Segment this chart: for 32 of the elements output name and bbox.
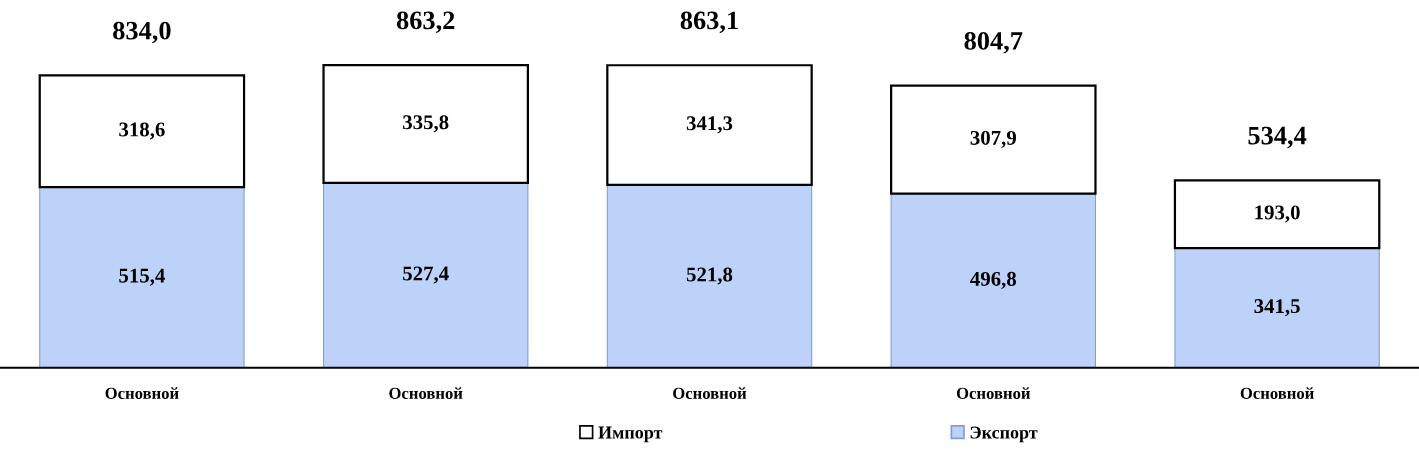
total-label: 834,0 [113,21,171,44]
bar [1173,179,1381,250]
total-label: 863,2 [396,11,455,34]
bar [322,64,529,185]
data-label: 335,8 [403,115,449,133]
data-label: 521,8 [686,267,733,285]
x-tick-label: Основной [956,387,1031,399]
x-tick-label: Основной [389,387,463,399]
data-label: 515,4 [119,268,165,286]
data-label: 307,9 [970,130,1016,148]
bar [890,193,1097,368]
legend-label: Экспорт [970,426,1038,443]
total-label: 863,1 [680,11,738,34]
bar [39,186,245,368]
bar [1174,247,1380,368]
total-label: 534,4 [1248,126,1307,149]
x-tick-label: Основной [673,387,747,399]
total-label: 804,7 [964,31,1023,54]
x-tick-label: Основной [1240,387,1314,399]
data-label: 496,8 [970,271,1017,289]
x-tick-label: Основной [105,387,179,399]
bar [890,84,1097,195]
bar [606,64,813,186]
data-label: 318,6 [119,122,165,140]
data-label: 193,0 [1255,205,1300,223]
bar [606,184,813,368]
data-label: 341,3 [686,116,733,134]
legend-label: Импорт [598,426,663,443]
bar [322,182,529,368]
bar [38,74,246,189]
data-label: 341,5 [1254,299,1300,317]
data-label: 527,4 [403,266,449,284]
